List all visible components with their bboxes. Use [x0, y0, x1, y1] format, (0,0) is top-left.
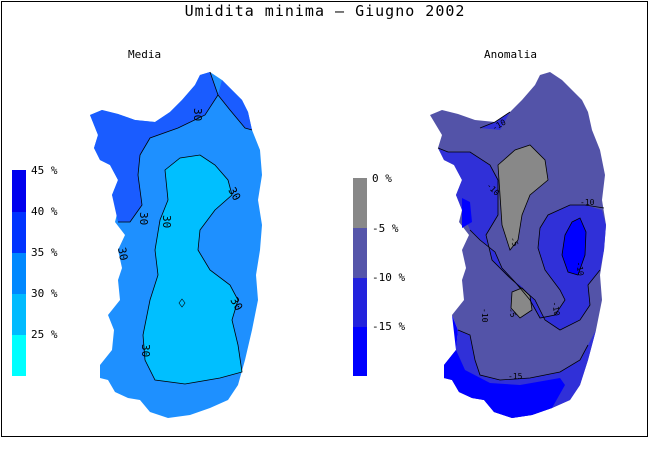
legend-swatch-m15	[353, 327, 367, 376]
legend-label-30: 30 %	[31, 287, 58, 300]
legend-label-0: 0 %	[372, 172, 392, 185]
legend-label-m10: -10 %	[372, 271, 405, 284]
anomalia-map: -10 -10 -5 -5 -10 -10 -10 -15 -10	[430, 72, 606, 418]
legend-swatch-m10	[353, 278, 367, 327]
contour-label-30-d: 30	[225, 185, 243, 203]
deep-region-south-anomalia	[444, 315, 565, 418]
anom-label-i: -10	[480, 308, 489, 323]
contour-region-east-media	[218, 80, 252, 130]
island-dot-media	[178, 298, 186, 308]
legend-swatch-0	[353, 178, 367, 228]
contour-label-30-b: 30	[137, 212, 150, 225]
subtitle-media: Media	[128, 48, 162, 61]
legend-media: 45 % 40 % 35 % 30 % 25 %	[12, 164, 58, 376]
figure-border	[1, 1, 648, 437]
legend-swatch-m5	[353, 228, 367, 278]
contour-lines-anomalia	[437, 111, 605, 381]
deep-minimum-east-anomalia	[562, 218, 586, 275]
deep-minimum-west-anomalia	[462, 198, 472, 228]
legend-swatch-35	[12, 253, 26, 294]
legend-label-m5: -5 %	[372, 222, 399, 235]
anom-label-d: -5	[506, 307, 518, 319]
anom-label-e: -10	[580, 198, 595, 207]
contour-label-30-f: 30	[139, 344, 152, 357]
legend-label-35: 35 %	[31, 246, 58, 259]
media-map: 30 30 30 30 30 30 30	[90, 71, 262, 418]
contour-region-north-media	[90, 72, 218, 222]
subtitle-anomalia: Anomalia	[484, 48, 537, 61]
legend-label-25: 25 %	[31, 328, 58, 341]
legend-label-45: 45 %	[31, 164, 58, 177]
contour-label-30-e: 30	[227, 295, 245, 313]
legend-swatch-45	[12, 170, 26, 212]
legend-swatch-25	[12, 335, 26, 376]
contour-region-core-media	[143, 155, 242, 384]
contour-label-30-c: 30	[160, 215, 173, 228]
contour-label-30-g: 30	[115, 246, 130, 261]
anom-label-h: -15	[508, 372, 523, 381]
anom-label-f: -10	[574, 261, 585, 277]
legend-swatch-30	[12, 294, 26, 335]
anom-label-g: -10	[550, 301, 561, 317]
contour-region-northwest-anomalia	[480, 112, 510, 130]
contour-region-west-anomalia	[438, 148, 606, 330]
anom-label-c: -5	[508, 236, 520, 248]
contour-label-30-a: 30	[191, 108, 204, 121]
contour-lines-media	[118, 71, 253, 385]
legend-swatch-40	[12, 212, 26, 253]
legend-label-40: 40 %	[31, 205, 58, 218]
gray-core-north-anomalia	[498, 145, 548, 250]
figure-title: Umidita minima — Giugno 2002	[184, 2, 466, 20]
legend-anomalia: 0 % -5 % -10 % -15 %	[353, 172, 405, 376]
legend-label-m15: -15 %	[372, 320, 405, 333]
